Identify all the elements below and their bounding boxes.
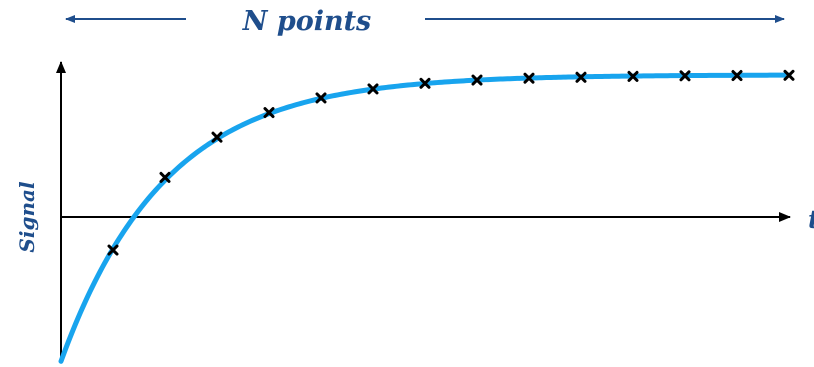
- sample-point-marker: [627, 70, 639, 82]
- sample-point-marker: [471, 74, 483, 86]
- y-axis-label: Signal: [15, 181, 39, 253]
- sample-point-marker: [211, 131, 223, 143]
- sample-point-marker: [679, 70, 691, 82]
- sample-point-marker: [783, 69, 795, 81]
- n-points-span: N points: [65, 6, 785, 37]
- sample-points: [107, 69, 795, 256]
- sample-point-marker: [731, 70, 743, 82]
- sample-point-marker: [315, 92, 327, 104]
- sample-point-marker: [107, 244, 119, 256]
- sample-point-marker: [575, 71, 587, 83]
- sample-point-marker: [367, 83, 379, 95]
- recovery-curve: [58, 72, 792, 364]
- axes: t Signal: [15, 61, 814, 360]
- n-points-label: N points: [242, 6, 372, 37]
- sample-point-marker: [263, 107, 275, 119]
- x-axis-label: t: [808, 205, 814, 234]
- sample-point-marker: [523, 72, 535, 84]
- sample-point-marker: [159, 171, 171, 183]
- sample-point-marker: [419, 77, 431, 89]
